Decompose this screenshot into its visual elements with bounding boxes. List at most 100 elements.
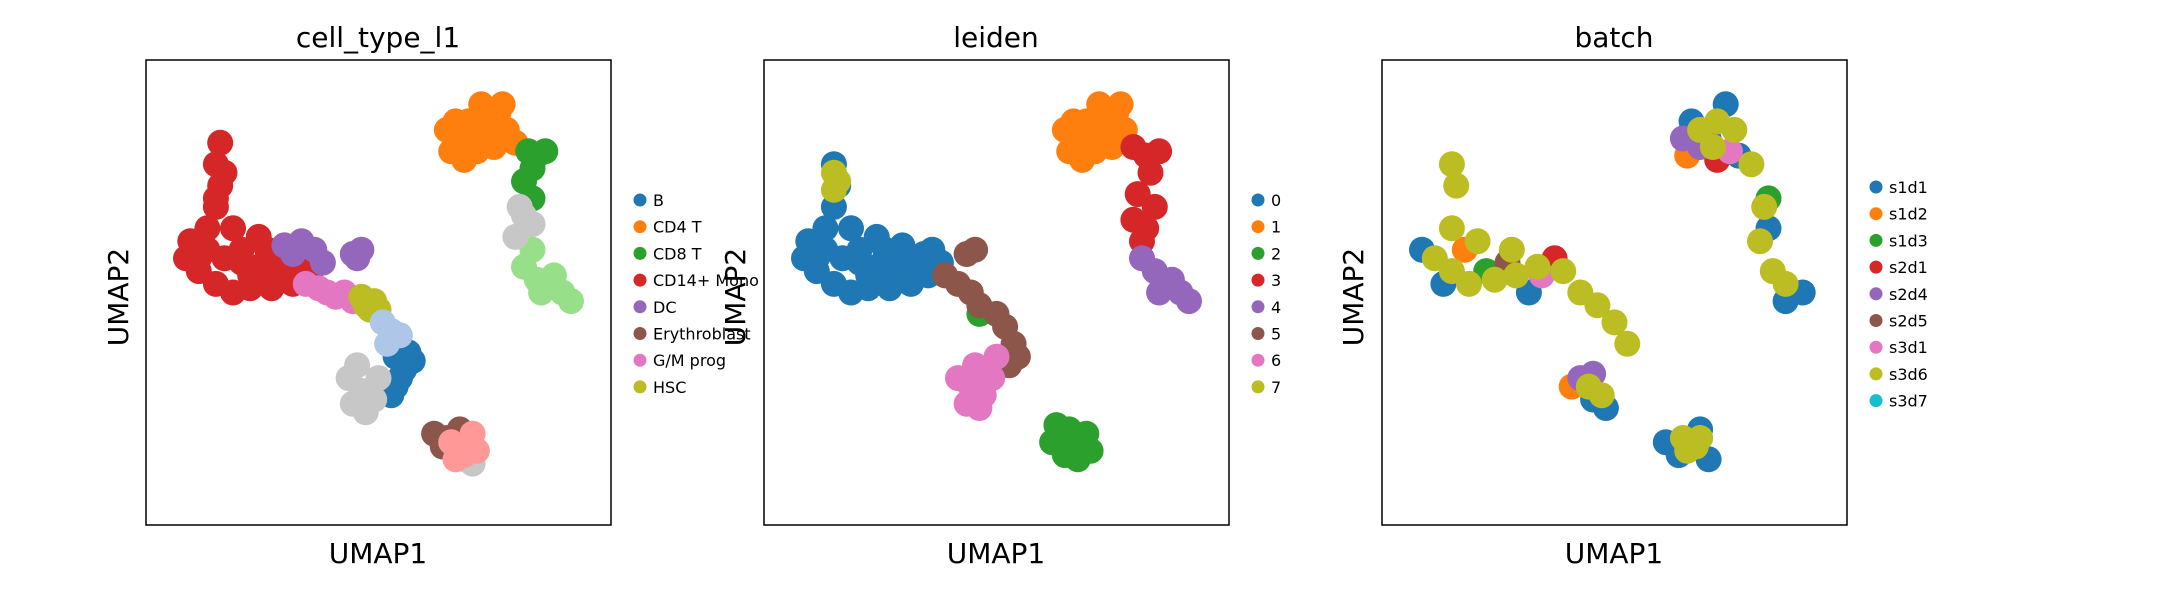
legend-entry-cd8-t: CD8 T (633, 244, 702, 263)
legend-entry-s2d5: s2d5 (1869, 312, 1928, 331)
legend-label: Erythroblast (653, 325, 751, 344)
data-point (207, 129, 234, 156)
x-axis-label: UMAP1 (1565, 537, 1664, 570)
data-point (983, 343, 1010, 370)
legend-label: 6 (1271, 351, 1281, 370)
panel-title: batch (1574, 21, 1653, 54)
data-point (919, 236, 946, 263)
legend-marker (1251, 380, 1265, 394)
legend-entry-3: 3 (1251, 271, 1281, 290)
legend-marker (1251, 193, 1265, 207)
legend-label: DC (653, 298, 677, 317)
legend-label: CD4 T (653, 218, 702, 237)
data-point (1137, 159, 1164, 186)
data-point (838, 215, 864, 242)
legend-label: s1d2 (1889, 205, 1928, 224)
legend-marker (1869, 340, 1883, 354)
y-axis-label: UMAP2 (102, 248, 135, 347)
legend-marker (633, 380, 647, 394)
data-point (1438, 151, 1465, 178)
legend-label: s3d1 (1889, 338, 1928, 357)
data-point (202, 185, 229, 212)
data-point (558, 288, 584, 315)
legend-label: 7 (1271, 378, 1281, 397)
series-s2d1 (1541, 146, 1731, 272)
data-point (1107, 91, 1134, 118)
legend-entry-s3d1: s3d1 (1869, 338, 1928, 357)
series-4 (1129, 245, 1202, 315)
legend-label: HSC (653, 378, 686, 397)
legend-label: s3d6 (1889, 365, 1928, 384)
data-point (1498, 236, 1525, 263)
panel-batch: batch UMAP1 UMAP2 s1d1 s1d2 s1d3 s2d1 s2d4 s2… (1337, 21, 1928, 570)
legend-entry-s1d2: s1d2 (1869, 205, 1928, 224)
panel-cell-type-l1: cell_type_l1 UMAP1 UMAP2 B CD4 T CD8 T CD14… (102, 21, 759, 570)
data-point (374, 330, 401, 357)
legend-entry-s2d1: s2d1 (1869, 258, 1928, 277)
series-group-11 (438, 420, 490, 473)
data-point (1524, 253, 1551, 280)
data-point (803, 245, 830, 272)
x-axis-label: UMAP1 (329, 537, 428, 570)
legend-label: 4 (1271, 298, 1281, 317)
legend-entry-hsc: HSC (633, 378, 686, 397)
series-7 (820, 159, 852, 203)
data-point (220, 215, 246, 242)
legend-marker (1251, 273, 1265, 287)
legend-marker (1869, 180, 1883, 194)
legend-marker (1251, 220, 1265, 234)
series-cd4-t (433, 91, 529, 173)
legend-marker (1869, 367, 1883, 381)
legend-entry-erythroblast: Erythroblast (633, 325, 751, 344)
data-point (1456, 270, 1482, 297)
legend-entry-2: 2 (1251, 244, 1281, 263)
legend-entry-b: B (633, 191, 664, 210)
series-dc (271, 228, 375, 276)
data-point (476, 121, 503, 148)
legend-entry-5: 5 (1251, 325, 1281, 344)
data-point (438, 138, 465, 165)
legend-marker (1251, 246, 1265, 260)
legend-label: CD8 T (653, 244, 702, 263)
data-point (846, 236, 873, 263)
data-point (502, 223, 529, 250)
legend-marker (1869, 260, 1883, 274)
panel-title: leiden (953, 21, 1039, 54)
data-point (1687, 425, 1714, 451)
data-point (1721, 116, 1748, 143)
data-point (1464, 228, 1491, 255)
legend: 0 1 2 3 4 5 6 7 (1251, 191, 1281, 397)
data-point (1056, 138, 1083, 165)
data-point (442, 108, 469, 135)
legend-marker (1251, 327, 1265, 340)
legend-marker (633, 327, 647, 340)
data-point (889, 262, 916, 289)
legend: B CD4 T CD8 T CD14+ Mono DC Erythroblast G/M p… (633, 191, 759, 397)
data-point (1141, 193, 1168, 220)
data-point (459, 420, 486, 447)
data-point (872, 236, 899, 263)
legend-entry-7: 7 (1251, 378, 1281, 397)
legend-marker (633, 193, 647, 207)
data-point (365, 365, 392, 392)
data-point (348, 236, 375, 263)
data-point (1699, 134, 1726, 160)
legend-label: 2 (1271, 244, 1281, 263)
legend-label: 5 (1271, 325, 1281, 344)
series-0 (791, 151, 954, 306)
legend-entry-g-m-prog: G/M prog (633, 351, 726, 370)
y-axis-label: UMAP2 (719, 248, 752, 347)
data-point (962, 236, 989, 263)
series-2 (966, 300, 1104, 473)
data-point (855, 262, 882, 289)
legend-marker (1251, 353, 1265, 367)
legend-label: 0 (1271, 191, 1281, 210)
series-1 (1051, 91, 1138, 173)
data-point (1438, 215, 1465, 242)
legend-label: G/M prog (653, 351, 726, 370)
legend-marker (1251, 300, 1265, 314)
legend: s1d1 s1d2 s1d3 s2d1 s2d4 s2d5 s3d1 s3d6 s3d7 (1869, 178, 1928, 411)
legend-entry-0: 0 (1251, 191, 1281, 210)
panel-leiden: leiden UMAP1 UMAP2 0 1 2 3 4 5 6 7 (719, 21, 1281, 570)
data-point (1738, 151, 1765, 178)
